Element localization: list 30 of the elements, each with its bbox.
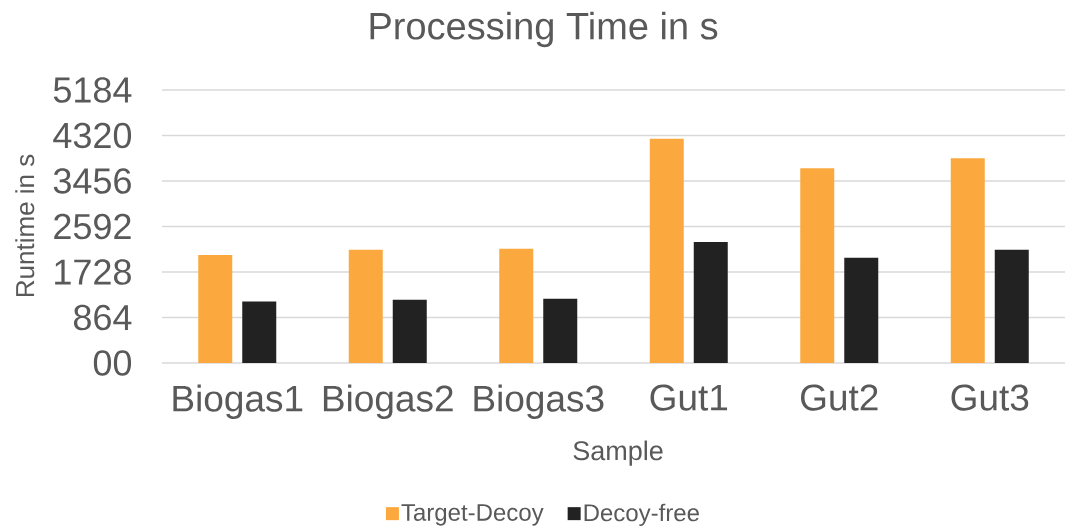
y-tick-label: 00 bbox=[93, 350, 132, 376]
bar bbox=[649, 138, 684, 363]
bar bbox=[198, 255, 233, 363]
bar bbox=[994, 249, 1029, 363]
chart-title: Processing Time in s bbox=[370, 11, 718, 48]
bar bbox=[348, 249, 383, 363]
bar bbox=[392, 299, 427, 363]
bar bbox=[543, 298, 578, 363]
legend-label: Target-Decoy bbox=[401, 504, 544, 526]
y-tick-label: 5184 bbox=[53, 77, 132, 103]
bar bbox=[499, 248, 534, 363]
y-tick-label: 864 bbox=[73, 304, 132, 331]
y-tick-label: 4320 bbox=[53, 122, 132, 149]
x-axis-title: Sample bbox=[573, 440, 663, 466]
y-tick-label: 1728 bbox=[55, 259, 131, 285]
x-tick-label: Biogas2 bbox=[323, 384, 453, 419]
bar bbox=[800, 168, 835, 363]
x-tick-label: Gut2 bbox=[801, 384, 878, 411]
bar bbox=[950, 158, 985, 363]
bar bbox=[693, 241, 728, 363]
x-tick-label: Biogas1 bbox=[173, 384, 303, 419]
legend-label: Decoy-free bbox=[584, 503, 699, 527]
x-tick-label: Biogas3 bbox=[474, 384, 604, 419]
x-tick-label: Gut3 bbox=[951, 384, 1029, 411]
y-axis-title: Runtime in s bbox=[15, 154, 35, 297]
y-tick-label: 2592 bbox=[54, 213, 131, 240]
bar bbox=[844, 257, 879, 363]
x-tick-label: Gut1 bbox=[650, 384, 728, 411]
bar bbox=[242, 301, 277, 363]
y-tick-label: 3456 bbox=[53, 168, 131, 194]
